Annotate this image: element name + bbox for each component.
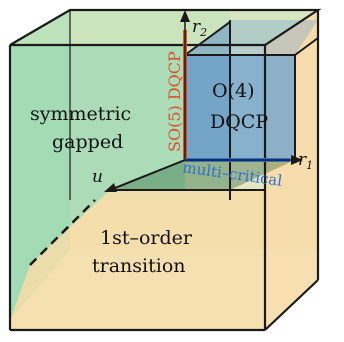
dqcp-label: DQCP (210, 111, 268, 133)
first-order-boundary (29, 199, 96, 266)
u-axis-label: u (92, 167, 103, 187)
first-order-label-line2: transition (92, 255, 186, 277)
so5-dqcp-label: SO(5) DQCP (165, 51, 184, 152)
r2-axis-label: r2 (192, 17, 207, 39)
first-order-region (10, 190, 265, 330)
u-plane (110, 160, 295, 190)
dqcp-blue-top (185, 20, 318, 55)
symmetric-region (10, 45, 185, 320)
r1-arrowhead (291, 155, 303, 165)
u-arrowhead (104, 183, 117, 192)
u-axis (111, 159, 186, 190)
o4-label: O(4) (212, 80, 255, 102)
cube-edges (8, 8, 322, 332)
r2-arrowhead (180, 10, 190, 22)
symmetric-label-line1: symmetric (30, 103, 131, 125)
first-order-label-line1: 1st–order (100, 227, 193, 249)
symmetric-label-line2: gapped (52, 131, 123, 153)
top-face (10, 10, 318, 45)
dqcp-blue-front (185, 55, 295, 160)
r1-axis-label: r1 (298, 150, 313, 172)
